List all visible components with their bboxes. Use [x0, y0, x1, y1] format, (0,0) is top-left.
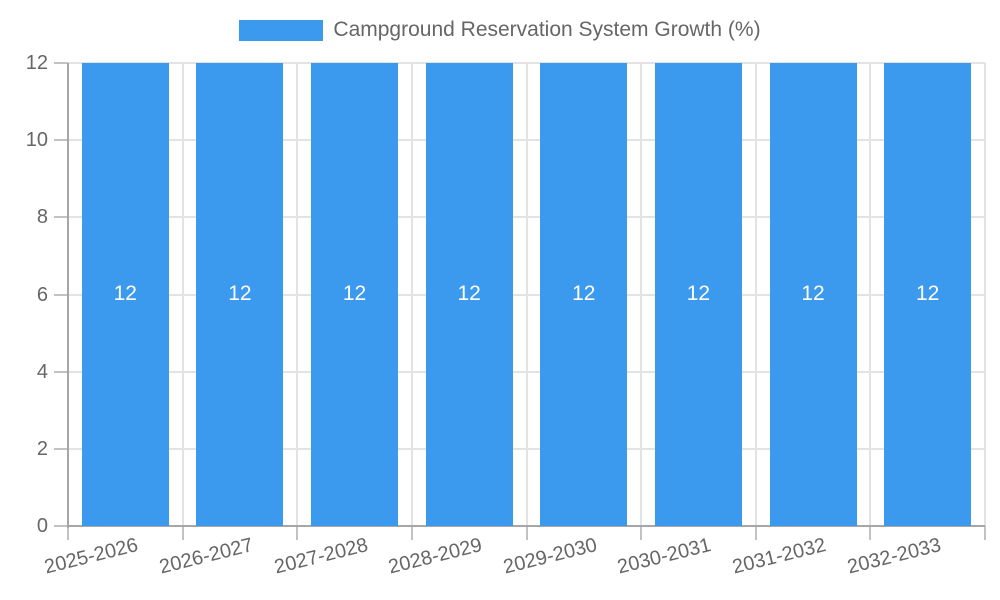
- bar-value-label: 12: [113, 281, 137, 305]
- y-axis-tick-label: 0: [36, 515, 48, 537]
- x-axis-tick: [754, 526, 757, 540]
- x-gridline: [869, 63, 872, 526]
- bar[interactable]: 12: [884, 63, 972, 526]
- legend-swatch: [239, 19, 324, 41]
- x-gridline: [525, 63, 528, 526]
- bar-value-label: 12: [801, 281, 825, 305]
- bar-value-label: 12: [686, 281, 711, 305]
- x-axis-tick: [296, 526, 299, 540]
- x-gridline: [410, 63, 413, 526]
- chart-legend: Campground Reservation System Growth (%): [0, 18, 1000, 42]
- y-axis-tick-label: 8: [36, 206, 48, 229]
- x-axis-tick: [525, 526, 528, 540]
- bar[interactable]: 12: [311, 63, 399, 526]
- y-axis-tick: [54, 293, 68, 296]
- y-axis-tick: [54, 447, 68, 450]
- bar[interactable]: 12: [769, 63, 857, 526]
- y-axis-tick: [54, 216, 68, 219]
- y-axis-tick: [54, 62, 68, 64]
- x-axis-tick: [410, 526, 413, 540]
- x-axis-tick: [67, 526, 69, 540]
- y-axis-tick: [54, 370, 68, 373]
- bar-value-label: 12: [228, 281, 252, 305]
- bar[interactable]: 12: [540, 63, 628, 526]
- bar-value-label: 12: [342, 281, 367, 305]
- y-axis-tick-label: 10: [25, 129, 48, 152]
- x-gridline: [296, 63, 299, 526]
- y-axis-tick: [54, 525, 68, 527]
- bar-value-label: 12: [916, 281, 940, 305]
- bar[interactable]: 12: [81, 63, 169, 526]
- bar-value-label: 12: [457, 281, 481, 305]
- legend-item-growth[interactable]: Campground Reservation System Growth (%): [239, 18, 761, 42]
- x-gridline: [754, 63, 757, 526]
- x-axis-line: [68, 525, 985, 527]
- y-axis-tick-label: 4: [36, 360, 48, 383]
- x-gridline: [181, 63, 184, 526]
- y-axis-tick: [54, 139, 68, 142]
- y-axis-tick-label: 2: [36, 437, 48, 460]
- y-axis-tick-label: 12: [25, 52, 48, 74]
- x-axis-tick: [869, 526, 872, 540]
- bar-value-label: 12: [572, 281, 596, 305]
- x-gridline: [640, 63, 643, 526]
- y-axis-tick-label: 6: [36, 283, 48, 306]
- legend-label: Campground Reservation System Growth (%): [333, 18, 761, 41]
- bar[interactable]: 12: [425, 63, 513, 526]
- x-axis-tick: [181, 526, 184, 540]
- x-axis-tick: [984, 526, 986, 540]
- x-axis-tick: [640, 526, 643, 540]
- x-gridline: [984, 63, 986, 526]
- y-axis-line: [67, 63, 69, 528]
- bar[interactable]: 12: [654, 63, 742, 526]
- bar[interactable]: 12: [196, 63, 284, 526]
